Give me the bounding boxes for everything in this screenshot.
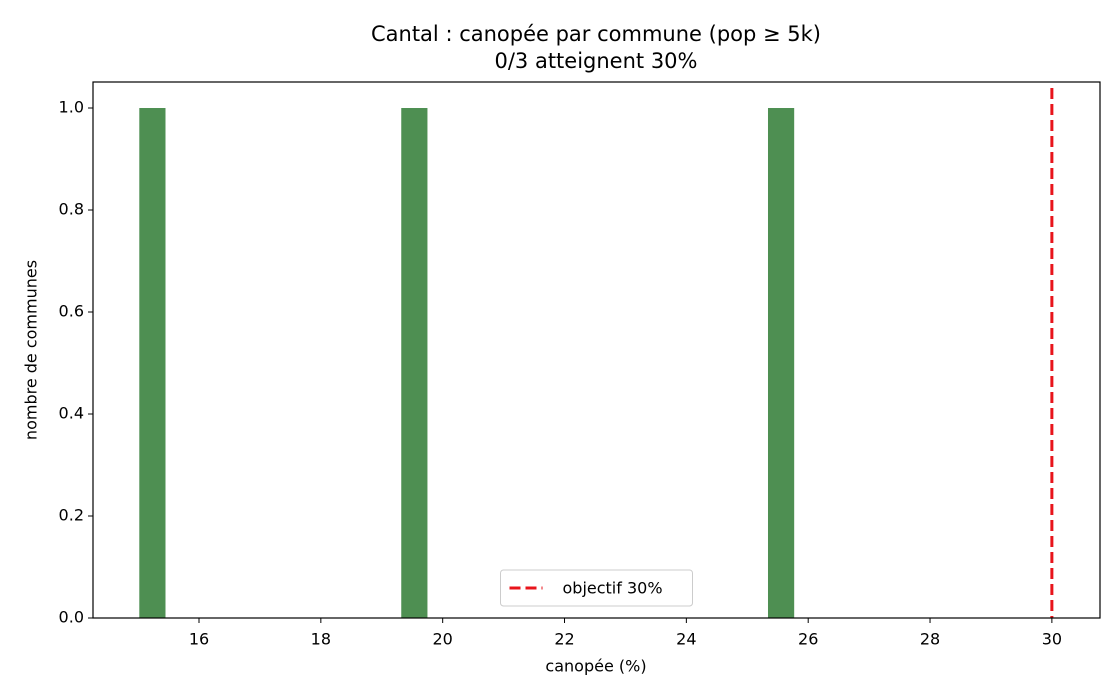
x-tick-label: 24 [676,630,696,649]
chart-title: Cantal : canopée par commune (pop ≥ 5k) [371,22,821,46]
legend-box [500,569,693,607]
x-axis-label: canopée (%) [545,657,646,676]
x-tick-label: 22 [554,630,574,649]
y-tick-label: 0.0 [59,608,84,627]
bar [401,108,428,618]
bar [139,108,166,618]
plot-frame [92,81,1101,619]
legend-label: objectif 30% [563,579,663,598]
y-tick-label: 1.0 [59,98,84,117]
x-tick-label: 18 [311,630,331,649]
y-tick-label: 0.2 [59,506,84,525]
x-tick-label: 26 [798,630,818,649]
x-tick-label: 28 [920,630,940,649]
x-tick-label: 20 [432,630,452,649]
chart-subtitle: 0/3 atteignent 30% [494,49,697,73]
y-axis-label: nombre de communes [22,260,41,440]
bar [767,108,795,618]
y-tick-label: 0.8 [59,200,84,219]
y-tick-label: 0.6 [59,302,84,321]
y-tick-label: 0.4 [59,404,84,423]
x-tick-label: 30 [1042,630,1062,649]
x-tick-label: 16 [189,630,209,649]
